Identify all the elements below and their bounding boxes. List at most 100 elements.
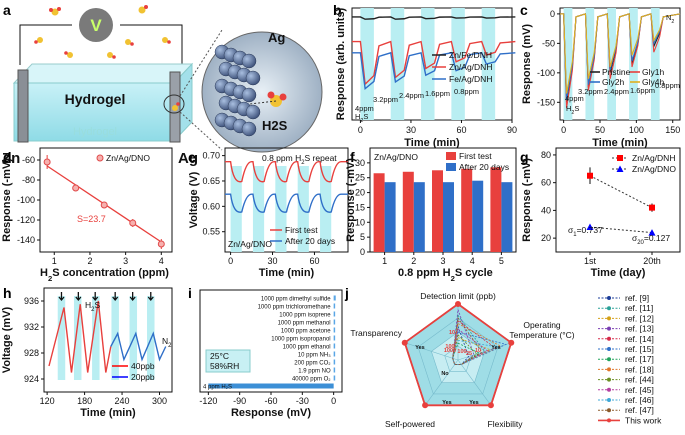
h2s-pulse-band [585, 8, 595, 120]
legend-marker-j [607, 398, 611, 402]
category-label-i: 1000 ppm ethanol [283, 345, 331, 351]
category-label-i: 10 ppm NH₃ [298, 353, 331, 359]
bar-f [373, 173, 385, 252]
annotation-c: 4ppm [565, 94, 584, 103]
y-axis-label-f: Response (-mV) [345, 158, 357, 242]
legend-marker-g [617, 155, 623, 161]
ag-atom [241, 87, 257, 103]
zn-electrode [17, 69, 29, 143]
annotation-b: 3.2ppm [373, 95, 398, 104]
radar-ref-polygon [452, 339, 500, 365]
radar-vertex-marker [422, 402, 429, 409]
annotation-c: 2.4ppm [604, 87, 629, 96]
legend-label-f: After 20 days [459, 162, 509, 172]
legend-label-j: ref. [44] [625, 375, 654, 385]
bar-f [472, 180, 484, 252]
x-tick-label-g: 1st [584, 256, 597, 266]
panel-label-c: c [520, 2, 528, 18]
radar-tick-label: 10 [475, 348, 481, 354]
h2s-pulse-band [57, 296, 66, 380]
bar-i [333, 343, 336, 349]
wire-right [120, 24, 183, 68]
category-label-i: 1000 ppm trichloromethane [258, 305, 332, 311]
plot-area-b: 0 30 60 90 Time (min) Response (arb. units) Zn… [335, 7, 517, 149]
panel-label-d: d [3, 149, 12, 165]
y-tick-label-d: -60 [22, 155, 35, 165]
arrow-marker-h [92, 292, 99, 302]
plot-area-e: 0 30 60 0.70 0.65 0.60 0.55 0.8 ppm H2S repeat Z… [188, 151, 348, 279]
annotation-g: σ1=0.737 [568, 225, 603, 238]
title-e: 0.8 ppm H2S repeat [262, 153, 337, 166]
bar-f [461, 168, 473, 252]
y-axis-label-g: Response (-mV) [521, 158, 533, 242]
category-label-i: 4 ppm H₂S [203, 385, 232, 391]
legend-label-c: Gly1h [642, 67, 664, 77]
y-tick-label-d: -80 [22, 175, 35, 185]
h2s-pulse-band [320, 166, 332, 252]
radar-tick-label: Yes [469, 400, 478, 406]
x-tick-label-c: 150 [665, 125, 680, 135]
radar-spoke [457, 359, 492, 406]
panel-d: d Zn/Ag/DNO S=23.7 1 2 3 4 -60 -80 -100 -120 -140 H… [1, 147, 173, 283]
zoom-line-top [179, 29, 223, 97]
legend-label-j: This work [625, 415, 662, 425]
legend-marker-d [96, 154, 104, 162]
radar-tick-label: Yes [442, 400, 451, 406]
legend-marker-j [607, 306, 611, 311]
h2s-pulse-band [390, 8, 405, 120]
ag-atom [241, 53, 257, 69]
radar-vertex-marker [508, 339, 515, 346]
x-tick-label-e: 30 [268, 256, 278, 266]
y-tick-label-c: -150 [537, 97, 555, 107]
radar-ref-polygon [452, 333, 478, 365]
panel-j: j Detection limit (ppb) OperatingTemperat… [344, 285, 662, 429]
legend-label-e: After 20 days [285, 236, 335, 246]
category-label-i: 1000 ppm methanol [278, 321, 331, 327]
legend-label-j: ref. [11] [625, 303, 653, 313]
category-label-i: 40000 ppm O₂ [292, 377, 331, 383]
data-point-g [586, 223, 594, 231]
y-axis-label-d: Response (-mV) [1, 158, 13, 242]
x-tick-label-i: -120 [199, 396, 217, 406]
data-point-d [43, 158, 51, 166]
radar-vertex-marker [487, 402, 494, 409]
legend-label-j: ref. [46] [625, 395, 654, 405]
legend-label-c: Gly2h [602, 77, 624, 87]
h2s-pulse-band [275, 166, 287, 252]
voltmeter-icon [79, 8, 113, 42]
x-axis-label-g: Time (day) [591, 267, 646, 279]
hydrogel-label: Hydrogel [65, 91, 126, 107]
panel-label-a: a [3, 2, 11, 18]
legend-marker-j [607, 367, 611, 372]
y-tick-label-e: 0.60 [202, 201, 220, 211]
zn-label: Zn [2, 150, 20, 167]
category-label-i: 200 ppm CO₂ [294, 361, 331, 367]
radar-spoke [404, 342, 459, 361]
bar-f [384, 182, 396, 252]
legend-label-j: ref. [17] [625, 354, 654, 364]
legend-label-h: 20ppb [131, 372, 155, 382]
plot-area-f: 1 2 3 4 5 0 5 10 15 20 25 30 Zn/Ag/DNO First testAfte… [345, 151, 513, 283]
annotation-c: 3.2ppm [578, 87, 603, 96]
category-label-i: 1.9 ppm NO [298, 369, 331, 375]
x-tick-label-c: 50 [595, 125, 605, 135]
legend-swatch-f [446, 163, 456, 171]
h2s-hydrogen-atom-1 [267, 91, 275, 99]
data-point-d [157, 240, 165, 248]
x-tick-label-f: 2 [411, 256, 416, 266]
annotation-h: H2S [85, 300, 100, 313]
panel-a: a V Hydrogel Hydrogel Zn Ag Ag H2S [2, 2, 323, 167]
panel-label-h: h [3, 285, 12, 301]
y-tick-label-d: -120 [17, 215, 35, 225]
y-tick-label-f: 5 [360, 232, 365, 242]
annotation-c: N2 [666, 13, 674, 25]
legend-label-f: First test [459, 151, 492, 161]
bar-i [333, 375, 336, 381]
x-tick-label-h: 180 [77, 396, 92, 406]
y-tick-label-c: -100 [537, 68, 555, 78]
panel-c: c 0 50 100 150 0 -50 -100 -150 Time (min) Respons… [520, 2, 681, 149]
radar-vertex-marker [455, 301, 461, 307]
y-tick-label-c: -50 [542, 38, 555, 48]
bar-f [443, 182, 454, 252]
